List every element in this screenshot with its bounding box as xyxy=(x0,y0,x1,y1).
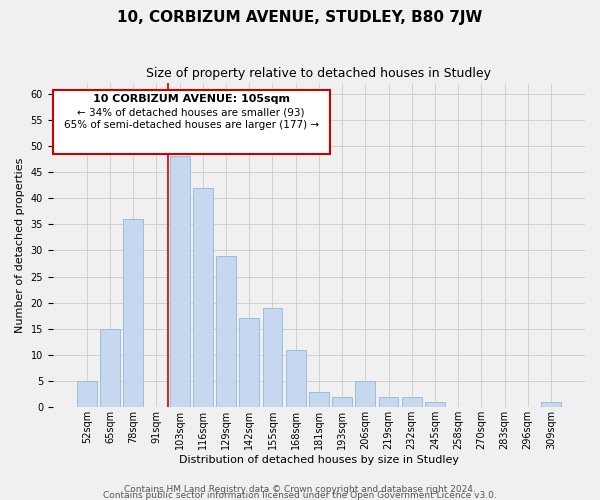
Text: 10, CORBIZUM AVENUE, STUDLEY, B80 7JW: 10, CORBIZUM AVENUE, STUDLEY, B80 7JW xyxy=(118,10,482,25)
Bar xyxy=(309,392,329,407)
Bar xyxy=(239,318,259,408)
Title: Size of property relative to detached houses in Studley: Size of property relative to detached ho… xyxy=(146,68,491,80)
Bar xyxy=(170,156,190,408)
Bar xyxy=(355,381,375,407)
Bar xyxy=(193,188,213,408)
Bar xyxy=(541,402,561,407)
Bar xyxy=(263,308,283,408)
X-axis label: Distribution of detached houses by size in Studley: Distribution of detached houses by size … xyxy=(179,455,459,465)
Bar xyxy=(216,256,236,408)
Bar xyxy=(77,381,97,407)
Text: Contains HM Land Registry data © Crown copyright and database right 2024.: Contains HM Land Registry data © Crown c… xyxy=(124,484,476,494)
Y-axis label: Number of detached properties: Number of detached properties xyxy=(15,158,25,333)
Text: 65% of semi-detached houses are larger (177) →: 65% of semi-detached houses are larger (… xyxy=(64,120,319,130)
Bar xyxy=(332,397,352,407)
Text: ← 34% of detached houses are smaller (93): ← 34% of detached houses are smaller (93… xyxy=(77,108,305,118)
Bar xyxy=(402,397,422,407)
Bar xyxy=(286,350,305,408)
Bar xyxy=(100,329,120,407)
Bar xyxy=(425,402,445,407)
Text: 10 CORBIZUM AVENUE: 105sqm: 10 CORBIZUM AVENUE: 105sqm xyxy=(92,94,290,104)
Text: Contains public sector information licensed under the Open Government Licence v3: Contains public sector information licen… xyxy=(103,490,497,500)
FancyBboxPatch shape xyxy=(53,90,329,154)
Bar xyxy=(124,219,143,408)
Bar xyxy=(379,397,398,407)
